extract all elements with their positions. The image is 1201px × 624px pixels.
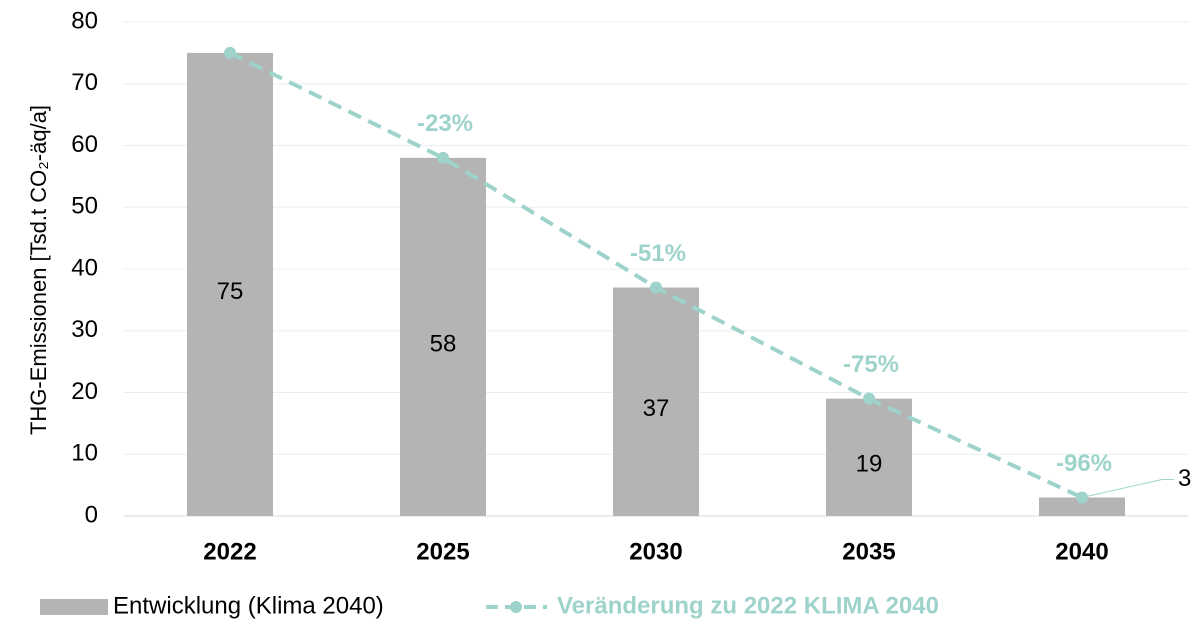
x-tick-label: 2030 [629, 538, 682, 565]
line-point [1076, 491, 1088, 504]
bar-value-label: 3 [1178, 465, 1191, 492]
x-tick-label: 2025 [416, 538, 469, 565]
bar-value-label: 75 [217, 278, 244, 305]
bar-value-label: 19 [856, 451, 883, 478]
change-label: -23% [417, 110, 473, 137]
bar [613, 287, 699, 516]
bar [1039, 497, 1125, 516]
y-tick-label: 40 [71, 254, 98, 281]
y-tick-label: 50 [71, 193, 98, 220]
x-tick-label: 2040 [1055, 538, 1108, 565]
y-tick-label: 70 [71, 69, 98, 96]
legend-label: Entwicklung (Klima 2040) [113, 592, 384, 619]
change-label: -96% [1056, 450, 1112, 477]
legend-label: Veränderung zu 2022 KLIMA 2040 [557, 592, 939, 619]
bar [187, 52, 273, 516]
x-tick-label: 2035 [842, 538, 895, 565]
y-tick-label: 80 [71, 7, 98, 34]
y-tick-label: 60 [71, 131, 98, 158]
leader-line [1081, 478, 1174, 498]
y-tick-label: 0 [85, 501, 98, 528]
legend-swatch [40, 599, 108, 615]
change-label: -75% [843, 351, 899, 378]
bar [400, 157, 486, 516]
y-tick-label: 10 [71, 440, 98, 467]
line-point [437, 151, 449, 164]
y-tick-label: 20 [71, 378, 98, 405]
line-point [650, 281, 662, 294]
line-point [863, 392, 875, 405]
line-point [224, 46, 236, 59]
x-tick-label: 2022 [203, 538, 256, 565]
bar-value-label: 58 [430, 330, 457, 357]
bar [826, 398, 912, 516]
change-label: -51% [630, 240, 686, 267]
y-axis-title: THG-Emissionen [Tsd.t CO₂-äq/a] [26, 105, 51, 435]
y-tick-label: 30 [71, 316, 98, 343]
bar-value-label: 37 [643, 395, 670, 422]
legend-swatch-point [510, 601, 522, 613]
